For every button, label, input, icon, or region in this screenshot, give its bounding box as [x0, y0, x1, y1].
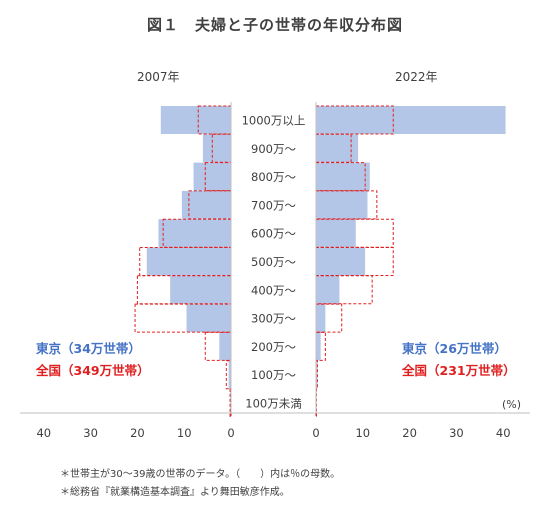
- bar-tokyo-2007年-3: [181, 190, 231, 219]
- note-1: ＊世帯主が30～39歳の世帯のデータ。（ ）内は％の母数。: [60, 469, 341, 480]
- bar-national-2007年-8: [204, 331, 232, 361]
- bar-tokyo-2022年-9: [316, 360, 318, 389]
- x-tick-left-2: 20: [130, 426, 145, 440]
- x-tick-right-4: 40: [496, 426, 511, 440]
- x-tick-left-3: 10: [177, 426, 192, 440]
- bar-tokyo-2022年-7: [316, 304, 326, 333]
- legend-national-2022: 全国（231万世帯）: [402, 360, 516, 379]
- bar-tokyo-2022年-2: [316, 162, 370, 191]
- bar-tokyo-2007年-1: [202, 134, 231, 163]
- bar-tokyo-2007年-8: [219, 332, 231, 361]
- category-label-5: 500万～: [251, 255, 296, 269]
- legend-national-2007-count: （349万世帯）: [61, 363, 150, 378]
- bar-tokyo-2007年-6: [170, 275, 231, 304]
- bar-tokyo-2007年-0: [160, 106, 231, 134]
- category-label-1: 900万～: [251, 142, 296, 156]
- bar-national-2022年-6: [315, 275, 373, 305]
- bar-tokyo-2007年-7: [186, 304, 231, 333]
- bar-tokyo-2022年-4: [316, 219, 356, 248]
- bar-national-2007年-7: [134, 303, 232, 333]
- category-label-0: 1000万以上: [242, 114, 306, 128]
- bar-tokyo-2022年-1: [316, 134, 359, 163]
- legend-tokyo-2007: 東京（34万世帯）: [36, 338, 141, 357]
- x-tick-left-1: 30: [83, 426, 98, 440]
- year-label-2022: 2022年: [395, 70, 438, 84]
- legend-national-2022-name: 全国: [402, 363, 428, 378]
- bar-tokyo-2007年-2: [193, 162, 231, 191]
- bar-tokyo-2022年-6: [316, 275, 340, 304]
- category-label-7: 300万～: [251, 312, 296, 326]
- unit-label: (%): [502, 398, 522, 411]
- bar-tokyo-2007年-4: [158, 219, 231, 248]
- legend-tokyo-2022-name: 東京: [402, 341, 428, 356]
- category-label-6: 400万～: [251, 283, 296, 297]
- bar-tokyo-2022年-8: [316, 332, 321, 361]
- legend-tokyo-2007-name: 東京: [36, 341, 62, 356]
- note-2: ＊総務省『就業構造基本調査』より舞田敏彦作成。: [60, 487, 290, 498]
- category-label-2: 800万～: [251, 170, 296, 184]
- bar-national-2022年-3: [315, 190, 378, 220]
- legend-national-2007: 全国（349万世帯）: [36, 360, 150, 379]
- bar-national-2022年-7: [315, 303, 343, 333]
- year-label-2007: 2007年: [137, 70, 180, 84]
- category-label-3: 700万～: [251, 198, 296, 212]
- bar-tokyo-2022年-3: [316, 190, 368, 219]
- x-tick-right-0: 0: [312, 426, 319, 440]
- bar-national-2007年-2: [204, 162, 232, 192]
- category-label-9: 100万～: [251, 368, 296, 382]
- legend-tokyo-2022-count: （26万世帯）: [427, 341, 507, 356]
- x-tick-right-3: 30: [449, 426, 464, 440]
- category-label-10: 100万未満: [245, 397, 301, 411]
- x-tick-right-2: 20: [402, 426, 417, 440]
- x-tick-left-4: 0: [227, 426, 234, 440]
- x-tick-right-1: 10: [355, 426, 370, 440]
- legend-national-2007-name: 全国: [36, 363, 62, 378]
- category-label-8: 200万～: [251, 340, 296, 354]
- bar-tokyo-2007年-9: [228, 360, 231, 389]
- x-tick-left-0: 40: [36, 426, 51, 440]
- chart-title: 図１ 夫婦と子の世帯の年収分布図: [146, 16, 403, 34]
- category-label-4: 600万～: [251, 227, 296, 241]
- legend-tokyo-2022: 東京（26万世帯）: [402, 338, 507, 357]
- legend-national-2022-count: （231万世帯）: [427, 363, 516, 378]
- bar-tokyo-2022年-0: [316, 106, 506, 134]
- bar-tokyo-2022年-5: [316, 247, 366, 276]
- legend-tokyo-2007-count: （34万世帯）: [61, 341, 141, 356]
- bar-tokyo-2007年-5: [146, 247, 231, 276]
- bar-national-2007年-9: [225, 360, 232, 390]
